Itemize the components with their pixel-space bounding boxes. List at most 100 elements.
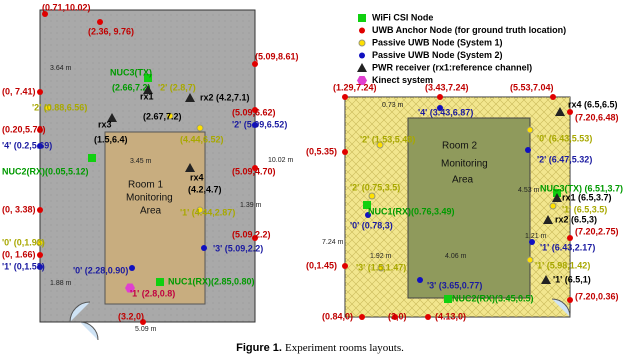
kinect (125, 283, 135, 293)
room2-label: 1.21 m (525, 233, 547, 240)
door (79, 321, 99, 341)
room1-label: NUC2(RX)(0.05,5.12) (2, 166, 89, 176)
legend-label: Kinect system (372, 75, 433, 85)
room2-label: 4.06 m (445, 253, 467, 260)
room2-label: (0,5.35) (306, 146, 337, 156)
pwr-receiver (357, 63, 367, 72)
room2-label: NUC3(TX) (6.51,3.7) (540, 183, 623, 193)
legend-label: WiFi CSI Node (372, 12, 433, 22)
passive-node-1 (526, 256, 534, 264)
anchor-node (252, 61, 258, 67)
room1-label: (5.09,8.61) (255, 51, 299, 61)
legend-label: Passive UWB Node (System 1) (372, 37, 503, 47)
room1-label: (0, 3.38) (2, 204, 36, 214)
anchor-node (567, 109, 573, 115)
room1-label: (0.71,10.02) (42, 2, 91, 12)
anchor-node (342, 149, 348, 155)
room1-label: rx3 (98, 119, 112, 129)
room2-label: rx4 (6.5,6.5) (568, 99, 618, 109)
room2-area (407, 117, 531, 299)
room1-label: NUC1(RX)(2.85,0.80) (168, 276, 255, 286)
room1-label: (2.36, 9.76) (88, 26, 134, 36)
room1-label: (3.2,0) (118, 311, 144, 321)
room2-label: 7.24 m (322, 239, 344, 246)
room2-label: (7.20,0.36) (575, 291, 619, 301)
passive-node-1 (36, 239, 44, 247)
anchor-node (437, 94, 443, 100)
room2-label: 4.53 m (518, 187, 540, 194)
passive-node-1 (166, 112, 174, 120)
room1-label: 5.09 m (135, 326, 157, 333)
caption: Figure 1. Experiment rooms layouts. (236, 342, 404, 354)
anchor-node (252, 165, 258, 171)
passive-node-2 (201, 245, 207, 251)
room2-label: '1' (6.43,2.17) (540, 242, 595, 252)
passive-node-1 (196, 124, 204, 132)
door (69, 301, 91, 323)
room2-label: '4' (3.43,6.87) (418, 107, 473, 117)
room1-label: (0.20,5.73) (2, 124, 46, 134)
passive-node-1 (44, 104, 52, 112)
room2-label: (0.84,0) (322, 311, 353, 321)
wifi-node (363, 201, 371, 209)
room2-label: (7.20,2.75) (575, 226, 619, 236)
room2-label: Monitoring (441, 159, 488, 170)
passive-node-1 (549, 202, 557, 210)
legend-label: Passive UWB Node (System 2) (372, 50, 503, 60)
room1-label: (1.5,6.4) (94, 134, 128, 144)
wifi-node (156, 278, 164, 286)
room2-label: '2' (1.53,5.48) (360, 134, 415, 144)
room1-label: 3.64 m (50, 65, 72, 72)
room2-label: '1' (5.98,1.42) (535, 260, 590, 270)
room1-label: 10.02 m (268, 157, 293, 164)
room1-label: Area (140, 206, 162, 217)
room1-label: '1' (4.44,2.87) (180, 207, 235, 217)
room1-label: '0' (0,1.93) (2, 237, 45, 247)
passive-node-2 (37, 264, 43, 270)
anchor-node (97, 19, 103, 25)
anchor-node (42, 11, 48, 17)
room2-label: Area (452, 175, 474, 186)
caption-text: Experiment rooms layouts. (285, 342, 404, 354)
room2-label: '2' (0.75,3.5) (350, 182, 400, 192)
room1-label: (0, 1.66) (2, 249, 36, 259)
room2-label: rx2 (6.5,3) (555, 214, 597, 224)
room2-label: NUC1(RX)(0.76,3.49) (368, 206, 455, 216)
room1-label: (2.67,7.2) (143, 111, 182, 121)
door (551, 298, 571, 318)
room2-label: (3,0) (388, 311, 407, 321)
passive-node-2 (417, 277, 423, 283)
room2-label: '2' (6.47,5.32) (537, 154, 592, 164)
passive-node-2 (365, 212, 371, 218)
anchor-node (359, 314, 365, 320)
caption-label: Figure 1. (236, 342, 282, 354)
room2-label: rx1 (6.5,3.7) (562, 192, 612, 202)
passive-node-1 (526, 126, 534, 134)
pwr-receiver (107, 113, 117, 122)
passive-node-2 (252, 122, 258, 128)
room2-label: (1.29,7.24) (333, 82, 377, 92)
passive-node-1 (377, 264, 385, 272)
legend-label: PWR receiver (rx1:reference channel) (372, 62, 532, 72)
wifi-node (358, 14, 366, 22)
room1-label: '1' (0,1.53) (2, 261, 45, 271)
anchor-node (37, 127, 43, 133)
wifi-node (444, 295, 452, 303)
anchor-node (37, 89, 43, 95)
passive-node-2 (359, 52, 365, 59)
room2-label: '0' (6.43,5.53) (537, 133, 592, 143)
room1-label: '4' (0.2,5.69) (2, 140, 52, 150)
anchor-node (37, 207, 43, 213)
anchor-node (392, 314, 398, 320)
anchor-node (140, 319, 146, 325)
room1-label: rx4 (190, 172, 204, 182)
room1-label: (2.66,7.2) (112, 82, 151, 92)
room2-label: (5.53,7.04) (510, 82, 554, 92)
pwr-receiver (185, 93, 195, 102)
room1-area (104, 131, 206, 305)
pwr-receiver (543, 215, 553, 224)
passive-node-1 (368, 192, 376, 200)
anchor-node (425, 314, 431, 320)
passive-node-2 (529, 239, 535, 245)
